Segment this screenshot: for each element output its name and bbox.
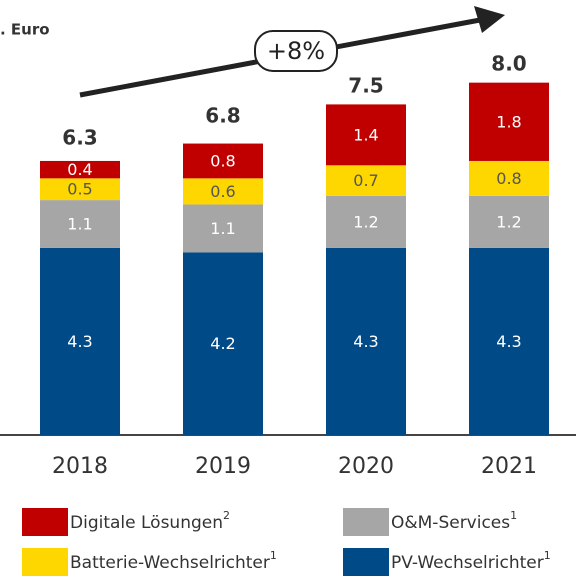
segment-label: 4.3 [67,332,92,351]
bar-segment [40,247,120,435]
annotation-box [254,30,338,72]
segment-label: 0.4 [67,160,92,179]
segment-label: 0.8 [496,169,521,188]
legend-name: Batterie-Wechselrichter [70,553,270,573]
legend-footnote: 1 [544,549,551,562]
x-tick-label: 2019 [195,454,251,479]
legend-footnote: 1 [270,549,277,562]
x-tick-label: 2021 [481,454,537,479]
bar-segment [469,195,549,248]
bar-segment [469,247,549,435]
segment-label: 1.1 [210,219,235,238]
legend-swatch [343,548,389,576]
x-tick-label: 2018 [52,454,108,479]
bar-segment [326,247,406,435]
bar-segment [469,160,549,196]
segment-label: 4.2 [210,334,235,353]
bar-segment [183,178,263,205]
legend-label: Batterie-Wechselrichter1 [70,549,277,573]
bar-segment [183,252,263,435]
total-label: 6.8 [205,104,240,128]
legend-name: PV-Wechselrichter [391,553,544,573]
legend-label: Digitale Lösungen2 [70,509,230,533]
segment-label: 0.5 [67,180,92,199]
bar-segment [469,82,549,161]
bar-segment [183,143,263,179]
total-label: 6.3 [62,125,97,149]
legend-name: O&M-Services [391,513,510,533]
segment-label: 1.2 [353,212,378,231]
annotation: +8% [267,37,325,65]
total-label: 8.0 [491,52,526,76]
segment-label: 0.8 [210,151,235,170]
segment-label: 0.7 [353,171,378,190]
segment-label: 1.8 [496,112,521,131]
segment-label: 0.6 [210,182,235,201]
bar-segment [40,178,120,201]
total-label: 7.5 [348,73,383,97]
legend-footnote: 2 [223,509,230,522]
bar-segment [326,195,406,248]
legend-swatch [22,508,68,536]
legend-swatch [22,548,68,576]
bar-segment [40,160,120,179]
segment-label: 4.3 [496,332,521,351]
bar-segment [40,200,120,248]
legend-label: PV-Wechselrichter1 [391,549,551,573]
segment-label: 1.1 [67,215,92,234]
bar-segment [326,165,406,196]
segment-label: 1.4 [353,125,378,144]
x-tick-label: 2020 [338,454,394,479]
segment-label: 1.2 [496,212,521,231]
bar-segment [183,204,263,253]
arrow-head [474,6,505,33]
legend-label: O&M-Services1 [391,509,517,533]
legend-footnote: 1 [510,509,517,522]
unit-label: . Euro [0,21,50,39]
bar-segment [326,104,406,166]
segment-label: 4.3 [353,332,378,351]
legend-name: Digitale Lösungen [70,513,223,533]
legend-swatch [343,508,389,536]
